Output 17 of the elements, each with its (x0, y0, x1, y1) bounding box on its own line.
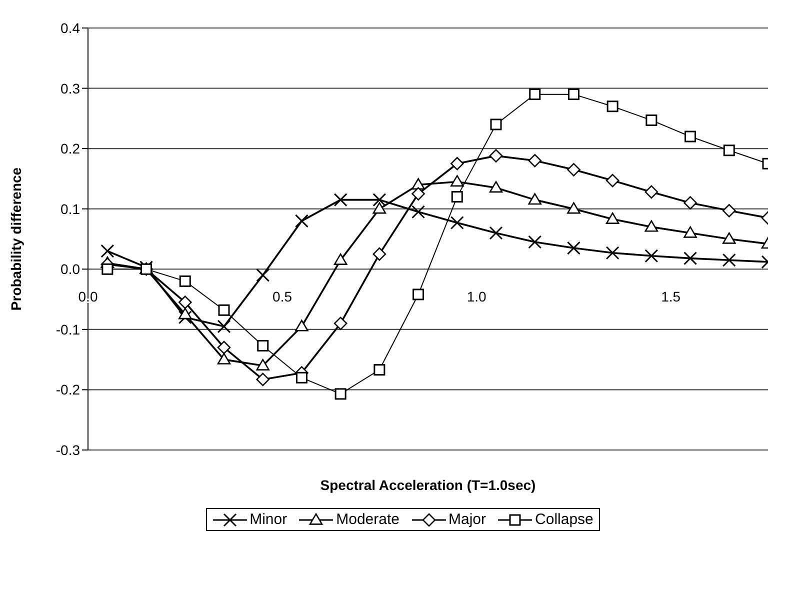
y-tick-label: -0.1 (56, 321, 80, 338)
legend-label: Minor (250, 511, 288, 528)
legend-label: Major (448, 511, 486, 528)
y-tick-label: 0.2 (60, 140, 80, 157)
y-tick-label: 0.1 (60, 200, 80, 217)
legend-label: Collapse (535, 511, 594, 528)
legend-label: Moderate (336, 511, 400, 528)
y-tick-label: 0.0 (60, 261, 80, 278)
y-tick-label: 0.3 (60, 80, 80, 96)
x-tick-label: 0.5 (272, 288, 292, 304)
x-tick-label: 1.0 (466, 288, 487, 304)
y-tick-label: -0.2 (56, 382, 80, 398)
y-tick-label: -0.3 (56, 442, 80, 458)
y-axis-title: Probability difference (8, 167, 24, 311)
y-tick-label: 0.4 (60, 20, 80, 36)
x-tick-label: 1.5 (661, 288, 681, 304)
x-axis-title: Spectral Acceleration (T=1.0sec) (320, 477, 536, 493)
